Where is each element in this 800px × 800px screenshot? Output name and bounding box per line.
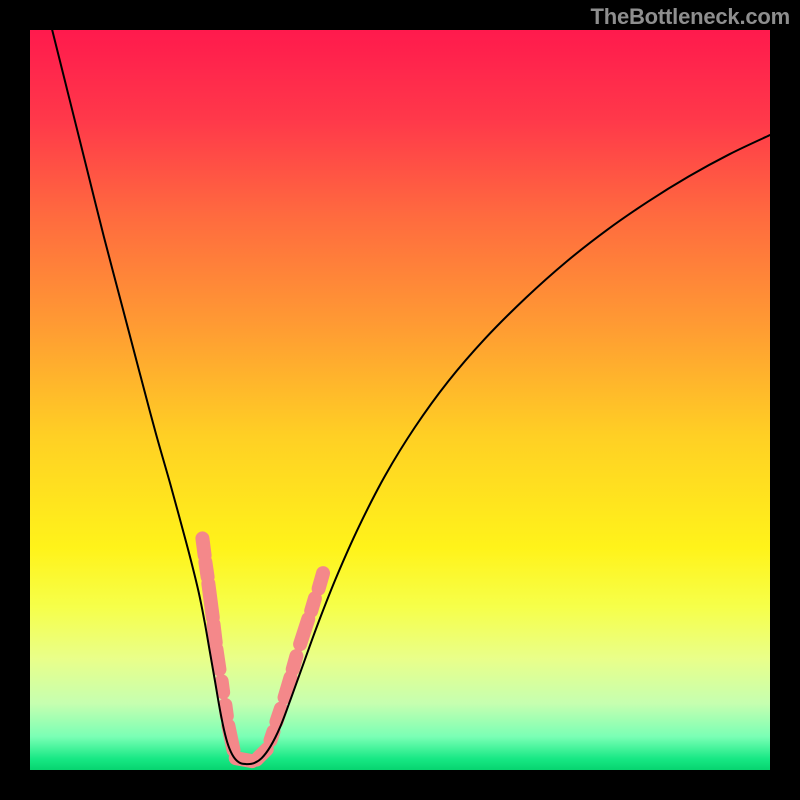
marker-capsule: [276, 709, 280, 722]
marker-capsule: [225, 705, 226, 716]
marker-capsule: [285, 678, 291, 698]
watermark-text: TheBottleneck.com: [590, 4, 790, 30]
marker-capsule: [271, 732, 274, 741]
marker-capsule: [202, 538, 204, 555]
marker-capsule: [208, 584, 212, 618]
marker-capsule: [222, 681, 223, 692]
plot-background: [30, 30, 770, 770]
marker-capsule: [214, 624, 216, 643]
marker-capsule: [319, 573, 323, 589]
plot-svg: [30, 30, 770, 770]
plot-area: [30, 30, 770, 770]
marker-capsule: [311, 598, 315, 611]
marker-capsule: [300, 619, 308, 644]
marker-capsule: [216, 649, 219, 669]
chart-frame: TheBottleneck.com: [0, 0, 800, 800]
marker-capsule: [205, 562, 207, 577]
marker-capsule: [293, 656, 297, 669]
